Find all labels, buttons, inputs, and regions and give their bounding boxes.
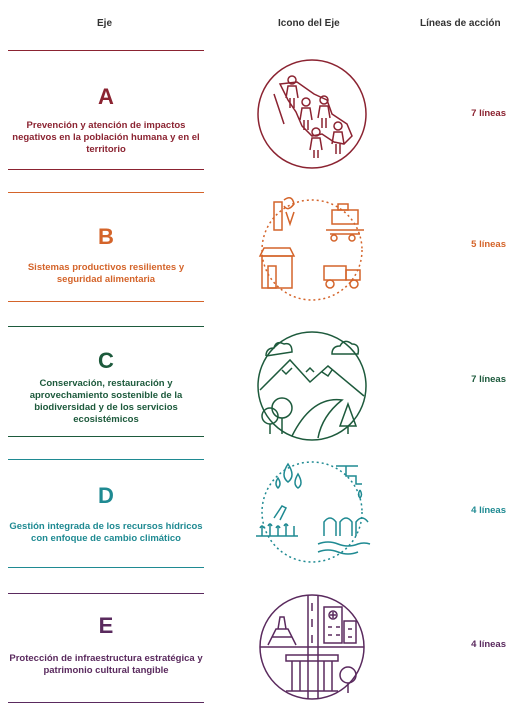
water-resources-icon [252, 452, 372, 572]
action-lines-count: 4 líneas [471, 639, 506, 650]
axis-row-a: A Prevención y atención de impactos nega… [0, 50, 528, 170]
axis-row-b: B Sistemas productivos resilientes y seg… [0, 192, 528, 312]
divider [8, 169, 204, 170]
axis-row-c: C Conservación, restauración y aprovecha… [0, 326, 528, 446]
axis-letter: E [98, 613, 114, 638]
divider [8, 50, 204, 51]
divider [8, 301, 204, 302]
mexico-map-people-icon [252, 54, 372, 174]
infrastructure-heritage-icon [252, 587, 372, 707]
divider [8, 593, 204, 594]
axis-title: Sistemas productivos resilientes y segur… [27, 262, 185, 285]
axis-letter: A [98, 84, 114, 109]
header-lineas: Líneas de acción [420, 18, 501, 29]
action-lines-count: 7 líneas [471, 108, 506, 119]
divider [8, 459, 204, 460]
axis-row-d: D Gestión integrada de los recursos hídr… [0, 459, 528, 579]
axis-title: Conservación, restauración y aprovechami… [29, 378, 183, 425]
axis-title: Prevención y atención de impactos negati… [12, 120, 200, 155]
action-lines-count: 7 líneas [471, 374, 506, 385]
divider [8, 192, 204, 193]
axis-letter: B [98, 224, 114, 249]
header-icono: Icono del Eje [278, 18, 340, 29]
divider [8, 702, 204, 703]
axis-row-e: E Protección de infraestructura estratég… [0, 593, 528, 713]
axis-title: Gestión integrada de los recursos hídric… [9, 521, 203, 544]
axis-letter: C [98, 348, 114, 373]
axis-letter: D [98, 483, 114, 508]
action-lines-count: 5 líneas [471, 239, 506, 250]
mountains-forest-icon [252, 326, 372, 446]
food-production-icon [252, 190, 372, 310]
action-lines-count: 4 líneas [471, 505, 506, 516]
divider [8, 326, 204, 327]
divider [8, 567, 204, 568]
header-eje: Eje [97, 18, 113, 29]
divider [8, 436, 204, 437]
axis-title: Protección de infraestructura estratégic… [9, 653, 203, 676]
